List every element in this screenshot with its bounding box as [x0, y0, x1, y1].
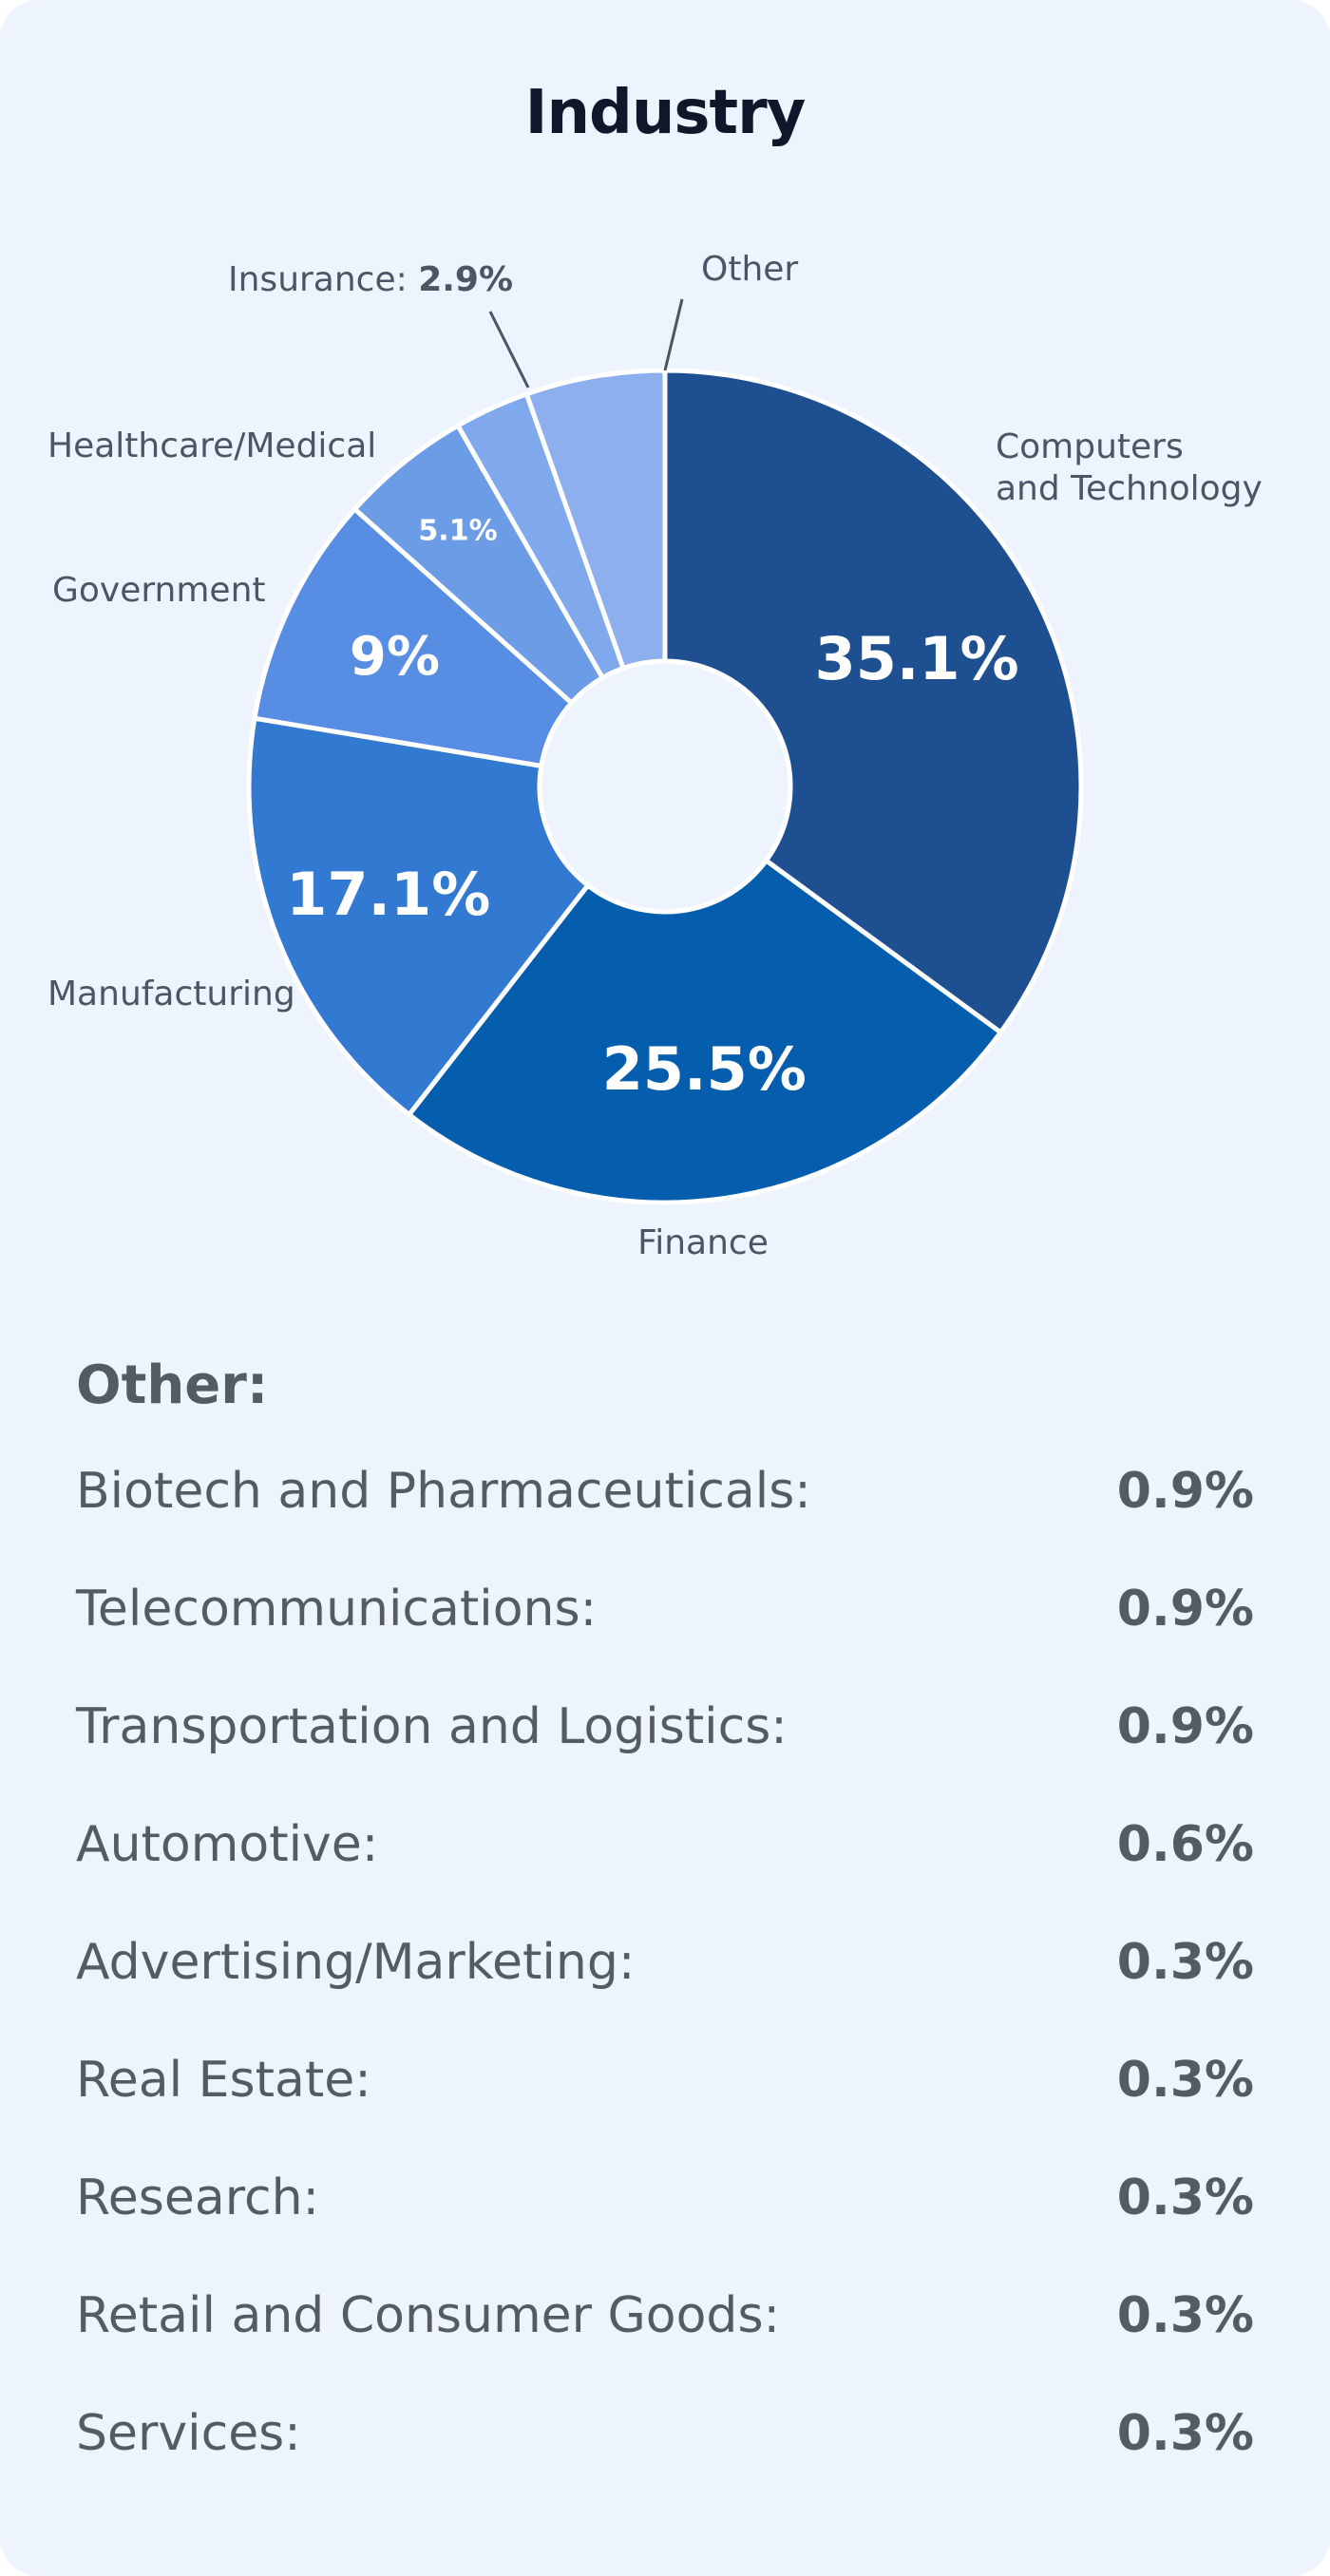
slice-value-healthcare-medical: 5.1%: [418, 515, 497, 548]
other-item-label: Transportation and Logistics:: [76, 1698, 788, 1755]
other-item-label: Biotech and Pharmaceuticals:: [76, 1463, 811, 1520]
other-item-value: 0.3%: [1116, 1934, 1254, 1991]
leader-line-insurance: [488, 311, 530, 388]
slice-manufacturing: [246, 715, 592, 1118]
other-breakdown-row: Real Estate: 0.3%: [76, 2052, 1254, 2169]
slice-other: [523, 368, 668, 672]
other-item-label: Services:: [76, 2405, 301, 2462]
label-government: Government: [52, 571, 266, 610]
other-breakdown-row: Biotech and Pharmaceuticals: 0.9%: [76, 1463, 1254, 1581]
slice-value-finance: 25.5%: [602, 1034, 807, 1104]
other-breakdown-list: Biotech and Pharmaceuticals: 0.9% Telecomm…: [76, 1463, 1254, 2523]
other-item-label: Telecommunications:: [76, 1581, 598, 1638]
chart-title: Industry: [524, 78, 807, 148]
other-item-label: Automotive:: [76, 1816, 379, 1873]
other-item-value: 0.9%: [1116, 1463, 1254, 1520]
other-item-label: Real Estate:: [76, 2052, 371, 2109]
slice-value-government: 9%: [350, 626, 440, 688]
label-insurance: Insurance: 2.9%: [228, 260, 513, 299]
label-healthcare-medical: Healthcare/Medical: [48, 426, 376, 465]
slice-finance: [406, 857, 1004, 1205]
label-finance: Finance: [637, 1223, 769, 1262]
other-item-value: 0.3%: [1116, 2052, 1254, 2109]
other-item-value: 0.6%: [1116, 1816, 1254, 1873]
other-item-value: 0.9%: [1116, 1698, 1254, 1755]
other-breakdown-row: Transportation and Logistics: 0.9%: [76, 1698, 1254, 1816]
slice-value-manufacturing: 17.1%: [286, 860, 490, 929]
other-breakdown-row: Research: 0.3%: [76, 2169, 1254, 2287]
label-computers-and-technology: Computers and Technology: [996, 427, 1263, 508]
other-item-value: 0.3%: [1116, 2169, 1254, 2226]
other-item-value: 0.9%: [1116, 1581, 1254, 1638]
other-item-label: Research:: [76, 2169, 320, 2226]
slice-value-computers-and-technology: 35.1%: [815, 624, 1019, 693]
other-breakdown-row: Retail and Consumer Goods: 0.3%: [76, 2287, 1254, 2405]
other-heading: Other:: [76, 1354, 269, 1416]
other-item-value: 0.3%: [1116, 2405, 1254, 2462]
leader-line-other: [663, 298, 684, 371]
other-item-label: Advertising/Marketing:: [76, 1934, 636, 1991]
other-breakdown-row: Telecommunications: 0.9%: [76, 1581, 1254, 1698]
other-breakdown-row: Advertising/Marketing: 0.3%: [76, 1934, 1254, 2052]
other-item-label: Retail and Consumer Goods:: [76, 2287, 781, 2344]
label-manufacturing: Manufacturing: [48, 975, 295, 1013]
slice-computers-and-technology: [662, 368, 1084, 1036]
other-breakdown-row: Services: 0.3%: [76, 2405, 1254, 2523]
other-item-value: 0.3%: [1116, 2287, 1254, 2344]
other-breakdown-row: Automotive: 0.6%: [76, 1816, 1254, 1934]
label-other: Other: [701, 250, 798, 289]
donut-chart: 35.1% 25.5% 17.1% 9% 5.1% Computers and Techno…: [48, 250, 1263, 1262]
slice-government: [252, 505, 576, 769]
